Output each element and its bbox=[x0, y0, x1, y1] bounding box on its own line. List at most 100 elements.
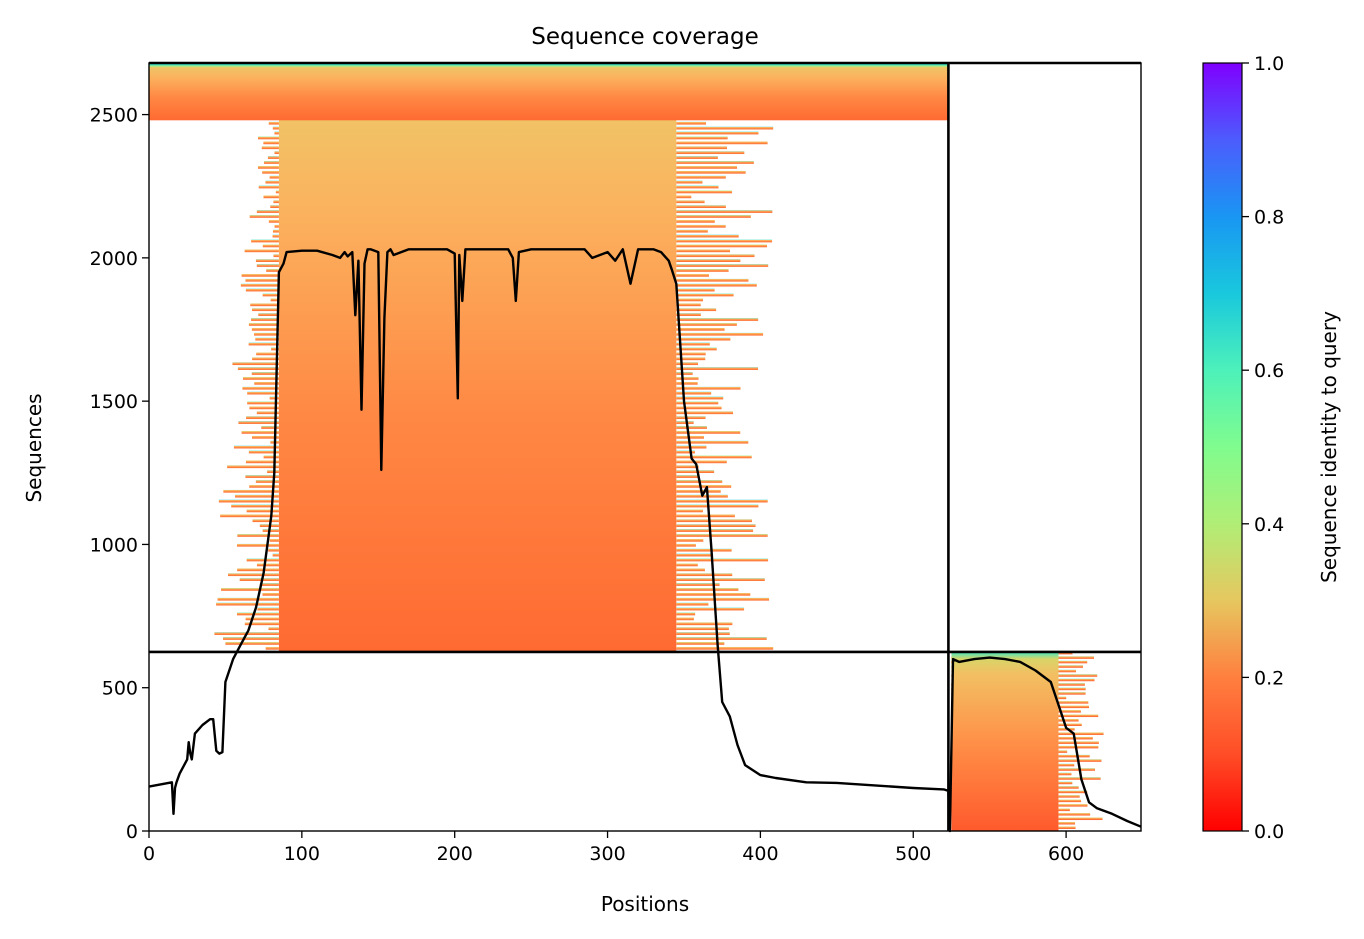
coverage-strip bbox=[676, 642, 725, 645]
coverage-strip bbox=[676, 568, 705, 572]
coverage-strip bbox=[228, 573, 279, 577]
coverage-strip bbox=[220, 514, 279, 518]
coverage-strip bbox=[269, 396, 279, 400]
coverage-strip bbox=[218, 499, 279, 503]
coverage-strip bbox=[235, 494, 279, 498]
coverage-strip bbox=[1058, 683, 1085, 686]
x-tick-label: 500 bbox=[895, 843, 931, 865]
x-tick-label: 200 bbox=[437, 843, 473, 865]
coverage-strip bbox=[676, 543, 696, 547]
coverage-strip bbox=[267, 470, 279, 474]
coverage-strip bbox=[255, 259, 279, 262]
coverage-strip bbox=[676, 357, 706, 361]
coverage-strip bbox=[676, 445, 707, 449]
coverage-block-core bbox=[951, 651, 1059, 831]
coverage-strip bbox=[676, 323, 737, 326]
coverage-strip bbox=[262, 529, 279, 532]
plot-frame bbox=[148, 62, 1142, 832]
coverage-strip bbox=[251, 239, 279, 243]
coverage-strip bbox=[221, 588, 279, 591]
coverage-strip bbox=[263, 455, 279, 459]
coverage-strip bbox=[1058, 705, 1090, 709]
coverage-strip bbox=[676, 190, 733, 194]
coverage-strip bbox=[676, 539, 704, 542]
coverage-strip bbox=[676, 386, 741, 390]
colorbar-tick-label: 0.0 bbox=[1254, 821, 1284, 843]
coverage-strip bbox=[676, 588, 739, 591]
coverage-strip bbox=[676, 612, 696, 616]
coverage-strip bbox=[1058, 772, 1072, 776]
coverage-strip bbox=[236, 543, 279, 547]
coverage-strip bbox=[676, 617, 694, 621]
coverage-strip bbox=[676, 431, 741, 434]
coverage-strip bbox=[676, 234, 739, 238]
coverage-strip bbox=[676, 254, 755, 258]
coverage-strip bbox=[237, 534, 279, 537]
coverage-strip bbox=[676, 215, 751, 218]
coverage-strip bbox=[267, 156, 279, 159]
coverage-strip bbox=[1058, 701, 1089, 704]
coverage-strip bbox=[255, 480, 279, 483]
x-tick-label: 100 bbox=[284, 843, 320, 865]
coverage-strip bbox=[676, 489, 721, 493]
coverage-strip bbox=[1058, 795, 1080, 798]
coverage-block-core bbox=[278, 63, 677, 652]
coverage-strip bbox=[676, 391, 712, 395]
coverage-strip bbox=[266, 269, 279, 272]
coverage-strip bbox=[257, 166, 279, 169]
coverage-strip bbox=[676, 401, 719, 405]
coverage-block bbox=[951, 651, 1104, 831]
coverage-strip bbox=[676, 553, 714, 557]
coverage-strip bbox=[256, 264, 279, 267]
coverage-strip bbox=[252, 519, 279, 523]
coverage-strip bbox=[252, 357, 279, 361]
coverage-strip bbox=[1058, 678, 1095, 682]
coverage-strip bbox=[271, 347, 279, 351]
coverage-strip bbox=[275, 190, 279, 194]
coverage-strip bbox=[676, 274, 710, 277]
coverage-strip bbox=[247, 391, 279, 395]
coverage-strip bbox=[676, 308, 717, 312]
coverage-strip bbox=[1058, 687, 1086, 691]
coverage-strip bbox=[676, 264, 769, 267]
coverage-strip bbox=[676, 259, 741, 262]
coverage-strip bbox=[263, 161, 279, 164]
coverage-strip bbox=[248, 450, 279, 454]
coverage-strip bbox=[676, 352, 706, 356]
coverage-strip bbox=[268, 627, 279, 631]
colorbar-tick-label: 0.4 bbox=[1254, 514, 1284, 536]
coverage-strip bbox=[233, 445, 279, 449]
coverage-strip bbox=[676, 249, 731, 253]
coverage-strip bbox=[262, 293, 279, 297]
coverage-strip bbox=[676, 298, 704, 302]
x-tick-label: 0 bbox=[143, 843, 155, 865]
coverage-strip bbox=[241, 274, 279, 277]
coverage-strip bbox=[676, 318, 759, 321]
coverage-strip bbox=[238, 421, 279, 424]
y-tick-label: 2500 bbox=[90, 105, 138, 127]
coverage-strip bbox=[676, 337, 731, 341]
coverage-strip bbox=[676, 200, 705, 204]
coverage-strip bbox=[676, 210, 773, 213]
colorbar-tick-label: 1.0 bbox=[1254, 53, 1284, 75]
coverage-strip bbox=[256, 411, 279, 415]
coverage-strip bbox=[246, 509, 279, 513]
coverage-strip bbox=[231, 504, 279, 508]
coverage-strip bbox=[676, 622, 733, 626]
coverage-strip bbox=[676, 475, 700, 478]
coverage-strip bbox=[273, 200, 279, 204]
coverage-strip bbox=[676, 465, 699, 469]
coverage-strip bbox=[676, 426, 707, 429]
coverage-strip bbox=[676, 195, 692, 199]
coverage-strip bbox=[1058, 660, 1088, 664]
coverage-strip bbox=[676, 627, 729, 631]
coverage-strip bbox=[272, 126, 279, 130]
coverage-strip bbox=[249, 215, 279, 218]
coverage-strip bbox=[274, 131, 279, 135]
coverage-strip bbox=[676, 396, 724, 400]
coverage-strip bbox=[245, 288, 279, 292]
coverage-strip bbox=[245, 475, 279, 478]
coverage-strip bbox=[676, 519, 752, 523]
coverage-band-high-identity bbox=[149, 63, 949, 121]
coverage-strip bbox=[676, 244, 768, 248]
